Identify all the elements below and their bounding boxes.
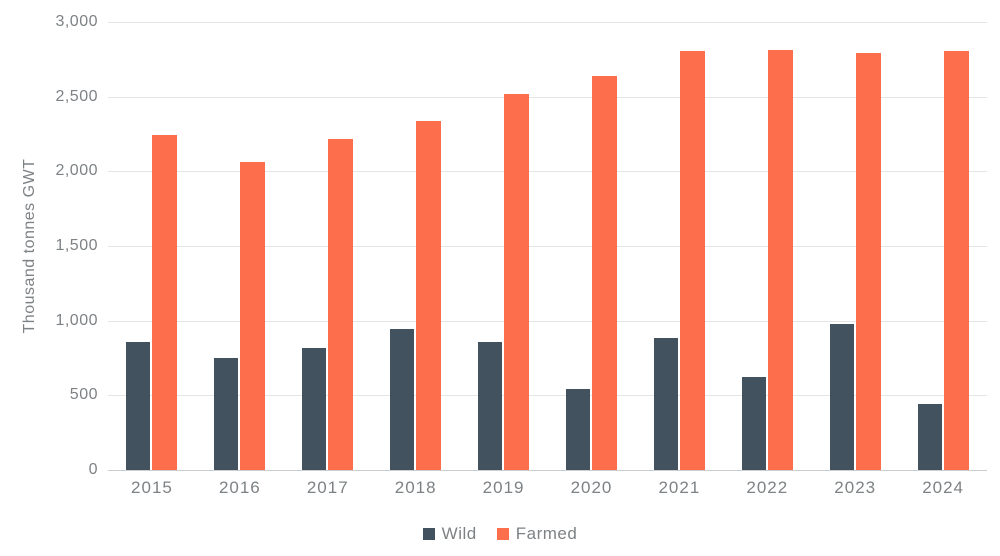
wild-bar-2022 [741, 376, 766, 470]
gridline [108, 395, 987, 397]
x-tick-label-2018: 2018 [394, 478, 437, 497]
y-tick-label: 1,500 [55, 237, 98, 254]
legend-label: Wild [441, 524, 477, 543]
farmed-bar-2023 [855, 53, 881, 470]
y-tick-label: 500 [69, 386, 98, 404]
wild-bar-2024 [917, 404, 942, 470]
x-tick-label-2015: 2015 [131, 478, 173, 497]
farmed-bar-2019 [504, 93, 530, 470]
x-tick-label-2020: 2020 [570, 478, 613, 497]
x-tick-label-2022: 2022 [746, 478, 789, 497]
x-tick-label-2019: 2019 [482, 478, 525, 497]
gridline [108, 171, 987, 173]
gridline [108, 96, 987, 98]
y-axis-tick-labels: 0 500 1,000 1,500 2,000 2,500 3,000 [0, 13, 98, 478]
x-tick-label-2024: 2024 [922, 478, 965, 497]
gridline [108, 320, 987, 322]
y-tick-label: 1,000 [55, 311, 98, 329]
y-tick-label: 3,000 [55, 13, 98, 30]
x-tick-label-2021: 2021 [658, 478, 701, 497]
legend-item-farmed: Farmed [496, 524, 578, 544]
farmed-bar-2024 [943, 51, 969, 470]
farmed-bar-2021 [679, 51, 705, 470]
farmed-bar-2020 [591, 75, 617, 470]
wild-bar-2018 [390, 328, 415, 470]
y-tick-label: 2,000 [55, 162, 98, 180]
x-axis-tick-labels: 2015 2016 2017 2018 2019 2020 2021 2022 2023 2024 [108, 478, 987, 498]
bar-group-2024 [899, 22, 987, 470]
x-tick-label-2016: 2016 [218, 478, 261, 497]
legend-swatch-icon [496, 528, 509, 540]
farmed-bar-2017 [328, 138, 354, 470]
legend: Wild Farmed [0, 524, 1000, 544]
wild-bar-2021 [653, 337, 678, 470]
bar-group-2019 [460, 22, 548, 470]
bar-group-2022 [723, 22, 811, 470]
y-tick-label: 2,500 [55, 87, 98, 105]
farmed-bar-2015 [152, 134, 178, 470]
bar-group-2021 [635, 22, 723, 470]
wild-bar-2016 [214, 358, 239, 470]
x-axis-line [108, 470, 987, 471]
legend-swatch-icon [422, 528, 435, 540]
wild-bar-2019 [478, 342, 503, 470]
wild-bar-2023 [829, 324, 854, 470]
gridline [108, 22, 987, 23]
bar-group-2020 [548, 22, 636, 470]
legend-item-wild: Wild [422, 524, 477, 544]
bar-group-2023 [811, 22, 899, 470]
bar-groups [108, 22, 987, 470]
x-tick-label-2023: 2023 [834, 478, 877, 497]
y-tick-label: 0 [88, 461, 98, 478]
bar-group-2016 [196, 22, 284, 470]
x-tick-label-2017: 2017 [306, 478, 349, 497]
legend-label: Farmed [515, 524, 578, 543]
gridline [108, 246, 987, 247]
farmed-bar-2016 [240, 161, 266, 470]
plot-area [108, 22, 987, 471]
bar-group-2015 [108, 22, 196, 470]
wild-bar-2015 [126, 342, 151, 470]
farmed-bar-2022 [767, 50, 793, 470]
bar-group-2018 [372, 22, 460, 470]
wild-bar-2020 [565, 389, 590, 470]
bar-group-2017 [284, 22, 372, 470]
wild-bar-2017 [302, 348, 327, 470]
farmed-bar-2018 [416, 121, 442, 470]
